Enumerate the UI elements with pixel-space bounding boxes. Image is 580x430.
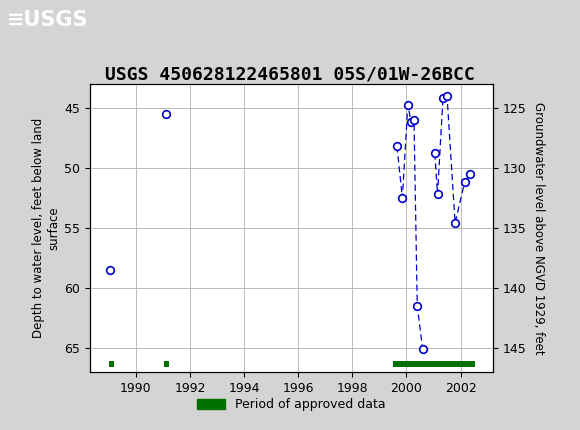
Bar	[109, 361, 114, 368]
Text: USGS 450628122465801 05S/01W-26BCC: USGS 450628122465801 05S/01W-26BCC	[105, 66, 475, 84]
Text: ≡USGS: ≡USGS	[7, 10, 89, 30]
Legend: Period of approved data: Period of approved data	[193, 393, 390, 416]
Y-axis label: Depth to water level, feet below land
surface: Depth to water level, feet below land su…	[32, 118, 60, 338]
Bar	[393, 361, 476, 368]
Bar	[164, 361, 169, 368]
Y-axis label: Groundwater level above NGVD 1929, feet: Groundwater level above NGVD 1929, feet	[532, 101, 545, 354]
